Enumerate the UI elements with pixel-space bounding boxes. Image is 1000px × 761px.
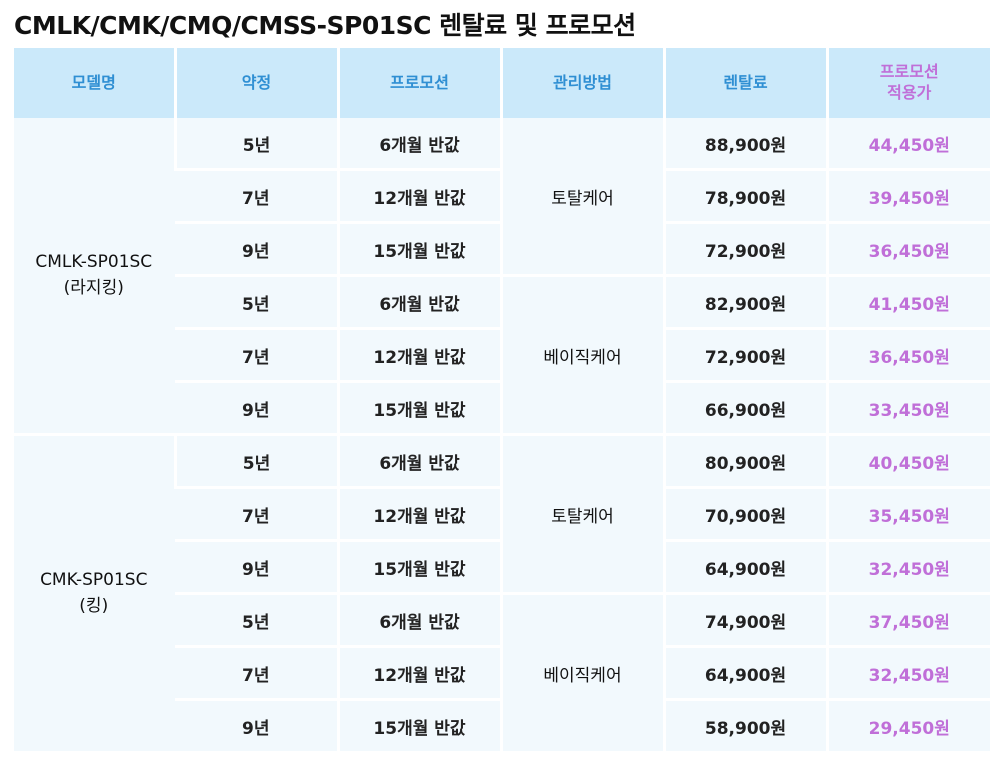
term-cell: 7년 bbox=[175, 328, 338, 383]
model-name: CMLK-SP01SC bbox=[35, 252, 153, 272]
promotion-cell: 15개월 반값 bbox=[336, 381, 501, 436]
table-row: CMK-SP01SC (킹) 5년 6개월 반값 토탈케어 80,900원 40,450원 bbox=[14, 433, 990, 754]
term-cell: 9년 bbox=[175, 540, 338, 595]
fee-cell: 58,900원 bbox=[662, 699, 827, 754]
term-cell: 7년 bbox=[175, 487, 338, 542]
promotion-cell: 6개월 반값 bbox=[336, 433, 501, 489]
final-price-cell: 32,450원 bbox=[825, 540, 990, 595]
promotion-cell: 12개월 반값 bbox=[336, 646, 501, 701]
header-fee: 렌탈료 bbox=[662, 48, 827, 118]
fee-cell: 78,900원 bbox=[662, 169, 827, 224]
promotion-cell: 12개월 반값 bbox=[336, 328, 501, 383]
table-row: 9년 15개월 반값 58,900원 29,450원 bbox=[14, 699, 990, 754]
fee-cell: 72,900원 bbox=[662, 222, 827, 277]
model-size: (라지킹) bbox=[63, 277, 124, 298]
table-row: 9년 15개월 반값 64,900원 32,450원 bbox=[14, 540, 990, 595]
final-price-cell: 40,450원 bbox=[825, 433, 990, 489]
fee-cell: 88,900원 bbox=[662, 118, 827, 171]
model-cell: CMLK-SP01SC (라지킹) bbox=[14, 118, 175, 436]
promotion-cell: 6개월 반값 bbox=[336, 593, 501, 648]
care-cell: 베이직케어 bbox=[499, 275, 664, 436]
fee-cell: 66,900원 bbox=[662, 381, 827, 436]
header-final-line1: 프로모션 bbox=[879, 62, 939, 82]
promotion-cell: 6개월 반값 bbox=[336, 275, 501, 330]
fee-cell: 64,900원 bbox=[662, 646, 827, 701]
fee-cell: 82,900원 bbox=[662, 275, 827, 330]
term-cell: 5년 bbox=[173, 433, 338, 489]
promotion-cell: 15개월 반값 bbox=[336, 699, 501, 754]
term-cell: 7년 bbox=[175, 169, 338, 224]
header-term: 약정 bbox=[173, 48, 338, 118]
header-final-price: 프로모션 적용가 bbox=[825, 48, 990, 118]
care-cell: 베이직케어 bbox=[499, 593, 664, 754]
table-row: 5년 6개월 반값 베이직케어 82,900원 41,450원 bbox=[14, 275, 990, 436]
promotion-cell: 12개월 반값 bbox=[336, 487, 501, 542]
final-price-cell: 36,450원 bbox=[825, 222, 990, 277]
model-cell: CMK-SP01SC (킹) bbox=[14, 433, 175, 754]
table-row: 5년 6개월 반값 베이직케어 74,900원 37,450원 bbox=[14, 593, 990, 754]
term-cell: 9년 bbox=[175, 222, 338, 277]
final-price-cell: 32,450원 bbox=[825, 646, 990, 701]
final-price-cell: 44,450원 bbox=[825, 118, 990, 171]
fee-cell: 72,900원 bbox=[662, 328, 827, 383]
header-care: 관리방법 bbox=[499, 48, 664, 118]
final-price-cell: 39,450원 bbox=[825, 169, 990, 224]
fee-cell: 70,900원 bbox=[662, 487, 827, 542]
term-cell: 9년 bbox=[175, 699, 338, 754]
header-final-line2: 적용가 bbox=[887, 83, 932, 102]
care-cell: 토탈케어 bbox=[499, 118, 664, 277]
care-cell: 토탈케어 bbox=[499, 433, 664, 595]
term-cell: 7년 bbox=[175, 646, 338, 701]
table-row: 9년 15개월 반값 66,900원 33,450원 bbox=[14, 381, 990, 436]
header-promotion: 프로모션 bbox=[336, 48, 501, 118]
model-name: CMK-SP01SC bbox=[40, 570, 148, 590]
promotion-cell: 6개월 반값 bbox=[336, 118, 501, 171]
final-price-cell: 29,450원 bbox=[825, 699, 990, 754]
promotion-cell: 12개월 반값 bbox=[336, 169, 501, 224]
table-row: 7년 12개월 반값 64,900원 32,450원 bbox=[14, 646, 990, 701]
table-row: 9년 15개월 반값 72,900원 36,450원 bbox=[14, 222, 990, 277]
rental-price-table: 모델명 약정 프로모션 관리방법 렌탈료 프로모션 적용가 CMLK-SP01S… bbox=[14, 48, 990, 754]
table-row: 7년 12개월 반값 72,900원 36,450원 bbox=[14, 328, 990, 383]
term-cell: 5년 bbox=[173, 118, 338, 171]
term-cell: 5년 bbox=[175, 275, 338, 330]
fee-cell: 74,900원 bbox=[662, 593, 827, 648]
header-model: 모델명 bbox=[14, 48, 175, 118]
fee-cell: 64,900원 bbox=[662, 540, 827, 595]
fee-cell: 80,900원 bbox=[662, 433, 827, 489]
final-price-cell: 37,450원 bbox=[825, 593, 990, 648]
term-cell: 5년 bbox=[175, 593, 338, 648]
table-body: CMLK-SP01SC (라지킹) 5년 6개월 반값 토탈케어 88,900원 44,45… bbox=[14, 118, 990, 754]
model-size: (킹) bbox=[79, 595, 109, 616]
final-price-cell: 41,450원 bbox=[825, 275, 990, 330]
final-price-cell: 35,450원 bbox=[825, 487, 990, 542]
table-row: 7년 12개월 반값 70,900원 35,450원 bbox=[14, 487, 990, 542]
final-price-cell: 33,450원 bbox=[825, 381, 990, 436]
table-row: 7년 12개월 반값 78,900원 39,450원 bbox=[14, 169, 990, 224]
final-price-cell: 36,450원 bbox=[825, 328, 990, 383]
table-row: CMLK-SP01SC (라지킹) 5년 6개월 반값 토탈케어 88,900원 44,45… bbox=[14, 118, 990, 436]
promotion-cell: 15개월 반값 bbox=[336, 540, 501, 595]
page-title: CMLK/CMK/CMQ/CMSS-SP01SC 렌탈료 및 프로모션 bbox=[14, 11, 636, 40]
promotion-cell: 15개월 반값 bbox=[336, 222, 501, 277]
table-header-row: 모델명 약정 프로모션 관리방법 렌탈료 프로모션 적용가 bbox=[14, 48, 990, 118]
term-cell: 9년 bbox=[175, 381, 338, 436]
